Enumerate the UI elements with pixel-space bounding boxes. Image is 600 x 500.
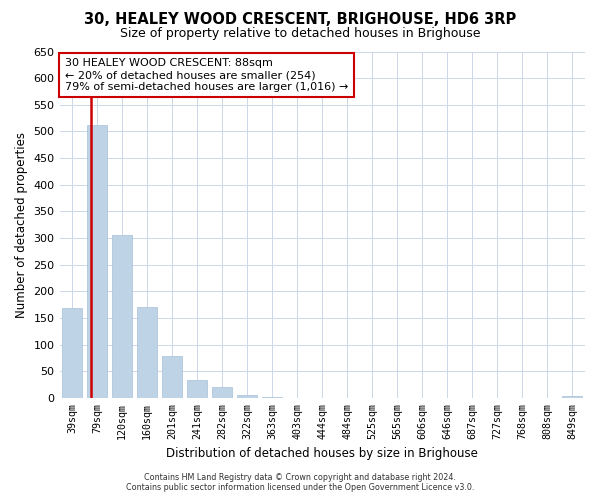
Text: Size of property relative to detached houses in Brighouse: Size of property relative to detached ho… bbox=[120, 28, 480, 40]
Bar bbox=[237, 395, 257, 398]
Text: 30, HEALEY WOOD CRESCENT, BRIGHOUSE, HD6 3RP: 30, HEALEY WOOD CRESCENT, BRIGHOUSE, HD6… bbox=[84, 12, 516, 28]
Text: Contains HM Land Registry data © Crown copyright and database right 2024.
Contai: Contains HM Land Registry data © Crown c… bbox=[126, 473, 474, 492]
Bar bbox=[162, 356, 182, 398]
X-axis label: Distribution of detached houses by size in Brighouse: Distribution of detached houses by size … bbox=[166, 447, 478, 460]
Bar bbox=[137, 307, 157, 398]
Y-axis label: Number of detached properties: Number of detached properties bbox=[15, 132, 28, 318]
Bar bbox=[562, 396, 583, 398]
Bar bbox=[212, 387, 232, 398]
Bar bbox=[62, 308, 82, 398]
Bar bbox=[87, 125, 107, 398]
Text: 30 HEALEY WOOD CRESCENT: 88sqm
← 20% of detached houses are smaller (254)
79% of: 30 HEALEY WOOD CRESCENT: 88sqm ← 20% of … bbox=[65, 58, 348, 92]
Bar bbox=[112, 236, 132, 398]
Bar bbox=[187, 380, 207, 398]
